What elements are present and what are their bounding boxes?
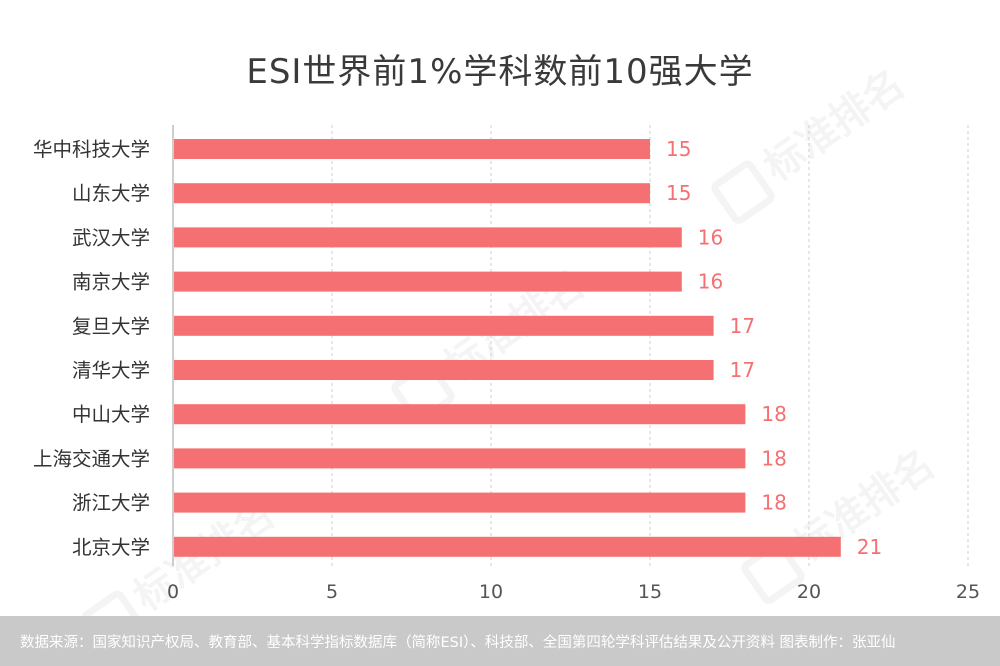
category-label: 清华大学	[72, 359, 150, 382]
category-label: 华中科技大学	[33, 138, 150, 161]
chart-title: ESI世界前1%学科数前10强大学	[246, 52, 754, 92]
source-note: 数据来源：国家知识产权局、教育部、基本科学指标数据库（简称ESI）、科技部、全国…	[20, 635, 896, 651]
bar-chart: 0 5 10 15 20 25 15 华中科技大学 15 山东大学 16 武汉大学 16 南京大学 17 复旦…	[33, 125, 980, 603]
x-tick-label: 25	[956, 581, 980, 603]
value-label: 18	[761, 491, 786, 515]
category-label: 南京大学	[72, 271, 150, 294]
category-label: 北京大学	[72, 536, 150, 559]
value-label: 18	[761, 402, 786, 426]
bar	[174, 183, 650, 204]
x-tick-label: 20	[797, 581, 821, 603]
value-label: 17	[730, 358, 755, 382]
bar	[174, 404, 746, 425]
footer-bar: 数据来源：国家知识产权局、教育部、基本科学指标数据库（简称ESI）、科技部、全国…	[0, 616, 1000, 666]
bar	[174, 360, 714, 380]
bar	[174, 492, 746, 513]
x-tick-label: 0	[167, 581, 179, 603]
x-tick-label: 10	[479, 581, 503, 603]
value-label: 16	[698, 270, 723, 294]
bar	[174, 271, 682, 292]
bar	[174, 315, 714, 336]
value-label: 16	[698, 225, 723, 249]
value-label: 15	[666, 181, 691, 205]
category-label: 山东大学	[72, 182, 150, 205]
category-label: 上海交通大学	[33, 447, 150, 470]
value-label: 15	[666, 137, 691, 161]
bar	[174, 139, 650, 159]
category-label: 武汉大学	[72, 226, 150, 249]
bar	[174, 227, 682, 248]
value-label: 17	[730, 314, 755, 338]
bar	[174, 536, 841, 557]
x-tick-label: 15	[638, 581, 662, 603]
category-label: 中山大学	[72, 403, 150, 426]
x-tick-label: 5	[326, 581, 338, 603]
category-label: 浙江大学	[72, 492, 150, 515]
value-label: 21	[857, 535, 882, 559]
bar	[174, 448, 746, 469]
category-label: 复旦大学	[72, 315, 150, 338]
value-label: 18	[761, 446, 786, 470]
